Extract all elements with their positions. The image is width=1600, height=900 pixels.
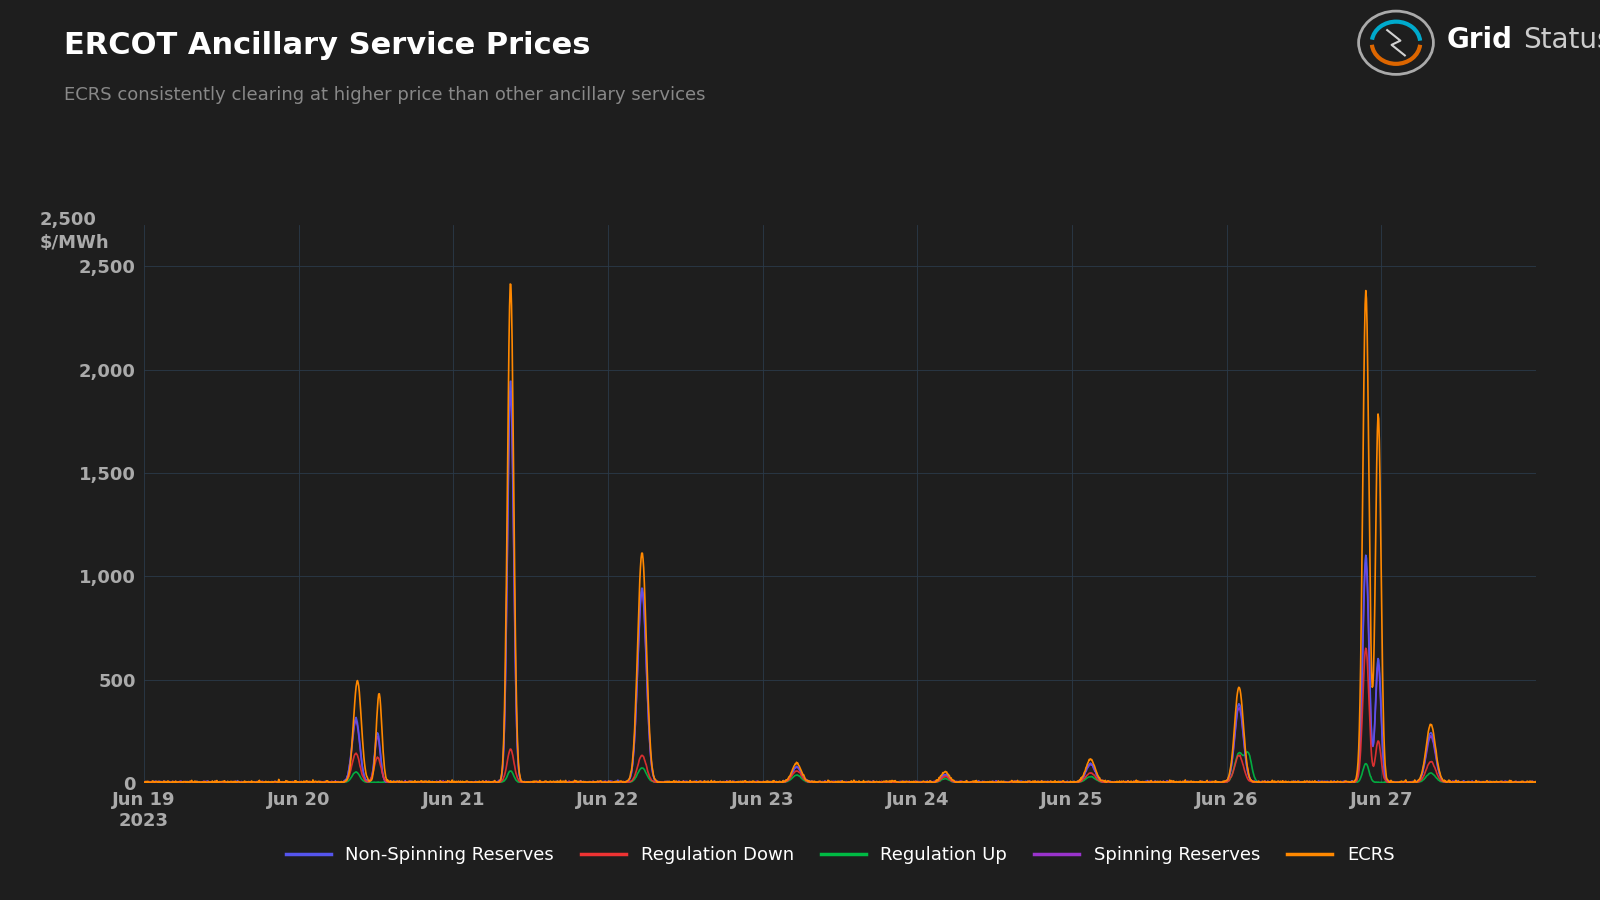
Text: ECRS consistently clearing at higher price than other ancillary services: ECRS consistently clearing at higher pri…	[64, 86, 706, 104]
Text: Status: Status	[1523, 26, 1600, 55]
Text: Grid: Grid	[1446, 26, 1512, 55]
Legend: Non-Spinning Reserves, Regulation Down, Regulation Up, Spinning Reserves, ECRS: Non-Spinning Reserves, Regulation Down, …	[278, 839, 1402, 871]
Text: 2,500: 2,500	[40, 212, 98, 230]
Text: ERCOT Ancillary Service Prices: ERCOT Ancillary Service Prices	[64, 32, 590, 60]
Text: $/MWh: $/MWh	[40, 234, 110, 252]
